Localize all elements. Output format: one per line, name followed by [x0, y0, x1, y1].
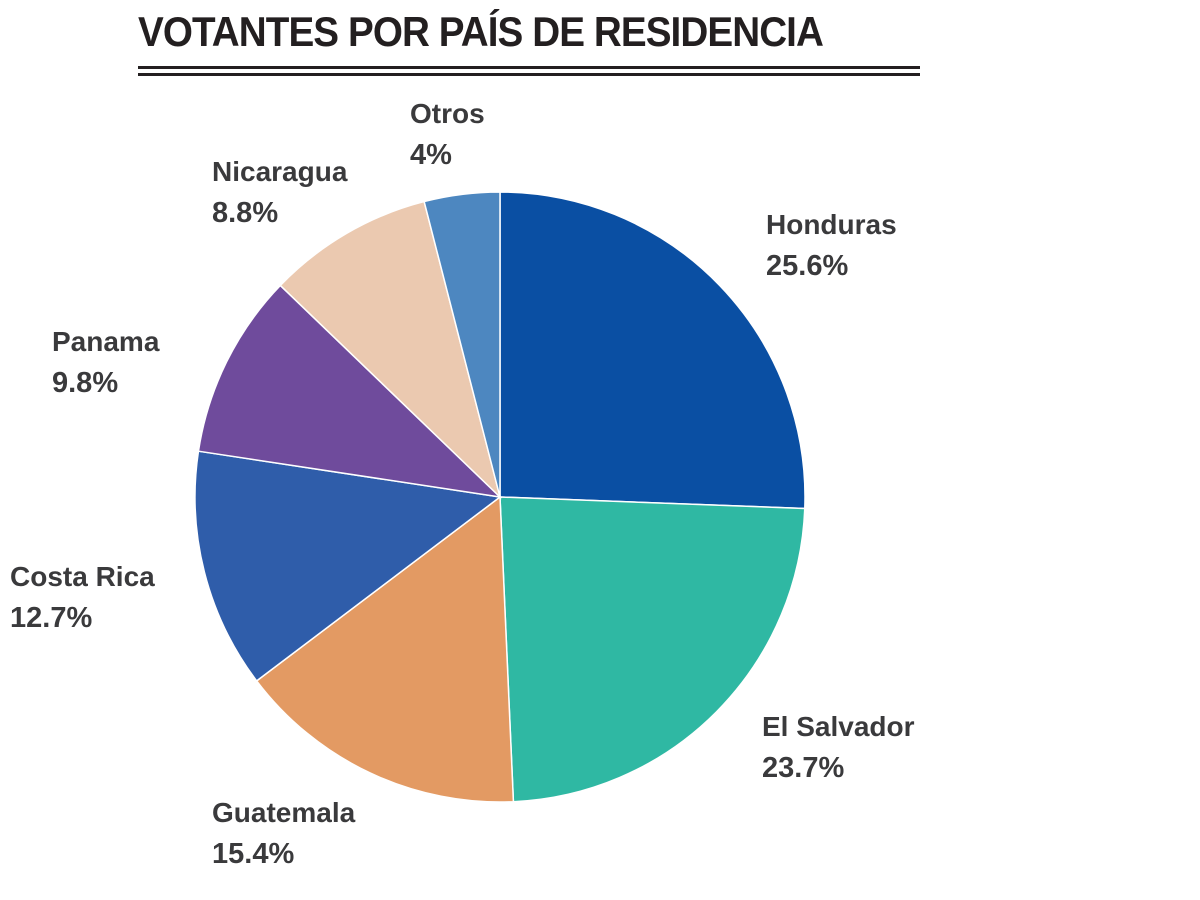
slice-label-name: El Salvador: [762, 711, 915, 742]
slice-label-name: Panama: [52, 326, 160, 357]
slice-label-name: Guatemala: [212, 797, 356, 828]
slice-label-nicaragua: Nicaragua 8.8%: [212, 155, 347, 233]
slice-label-honduras: Honduras 25.6%: [766, 208, 897, 286]
slice-label-value: 4%: [410, 139, 452, 171]
slice-label-value: 15.4%: [212, 838, 295, 870]
pie-slice-otros: [423, 191, 501, 498]
pie-slice-nicaragua: [279, 200, 502, 500]
slice-label-costa-rica: Costa Rica 12.7%: [10, 560, 155, 638]
slice-label-value: 9.8%: [52, 367, 119, 399]
pie-slice-costa-rica: [194, 450, 502, 682]
slice-label-name: Nicaragua: [212, 156, 348, 187]
slice-label-value: 8.8%: [212, 197, 279, 229]
title-underline: [138, 66, 920, 69]
chart-title: VOTANTES POR PAÍS DE RESIDENCIA: [138, 8, 824, 55]
pie-slice-honduras: [499, 191, 806, 510]
slice-label-name: Costa Rica: [10, 561, 155, 592]
slice-label-value: 25.6%: [766, 250, 849, 282]
slice-label-guatemala: Guatemala 15.4%: [212, 796, 355, 874]
slice-label-panama: Panama 9.8%: [52, 325, 159, 403]
pie-slice-panama: [197, 284, 503, 499]
slice-label-value: 12.7%: [10, 602, 93, 634]
pie-slice-el-salvador: [499, 496, 806, 803]
slice-label-name: Otros: [410, 98, 485, 129]
title-underline-secondary: [138, 73, 920, 76]
slice-label-el-salvador: El Salvador 23.7%: [762, 710, 915, 788]
slice-label-otros: Otros 4%: [410, 97, 485, 175]
pie-slice-guatemala: [255, 495, 515, 803]
slice-label-name: Honduras: [766, 209, 897, 240]
slice-label-value: 23.7%: [762, 752, 845, 784]
